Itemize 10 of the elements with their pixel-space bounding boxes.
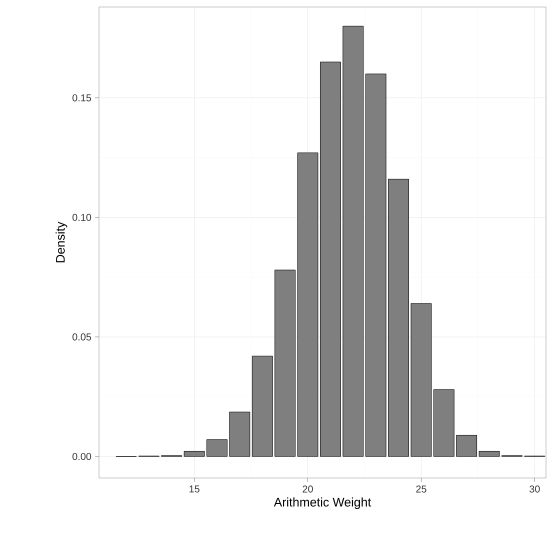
y-tick-label: 0.15 — [72, 94, 92, 102]
x-axis-title: Arithmetic Weight — [274, 497, 372, 510]
y-tick-label: 0.05 — [72, 333, 92, 340]
y-tick-label: 0.10 — [72, 214, 92, 221]
y-axis-title: Density — [56, 222, 68, 262]
x-tick-label: 15 — [190, 486, 200, 492]
x-tick-label: 30 — [529, 486, 540, 493]
x-tick-label: 20 — [302, 486, 313, 493]
y-tick-label: 0.00 — [72, 452, 92, 460]
x-tick-label: 25 — [416, 486, 426, 493]
